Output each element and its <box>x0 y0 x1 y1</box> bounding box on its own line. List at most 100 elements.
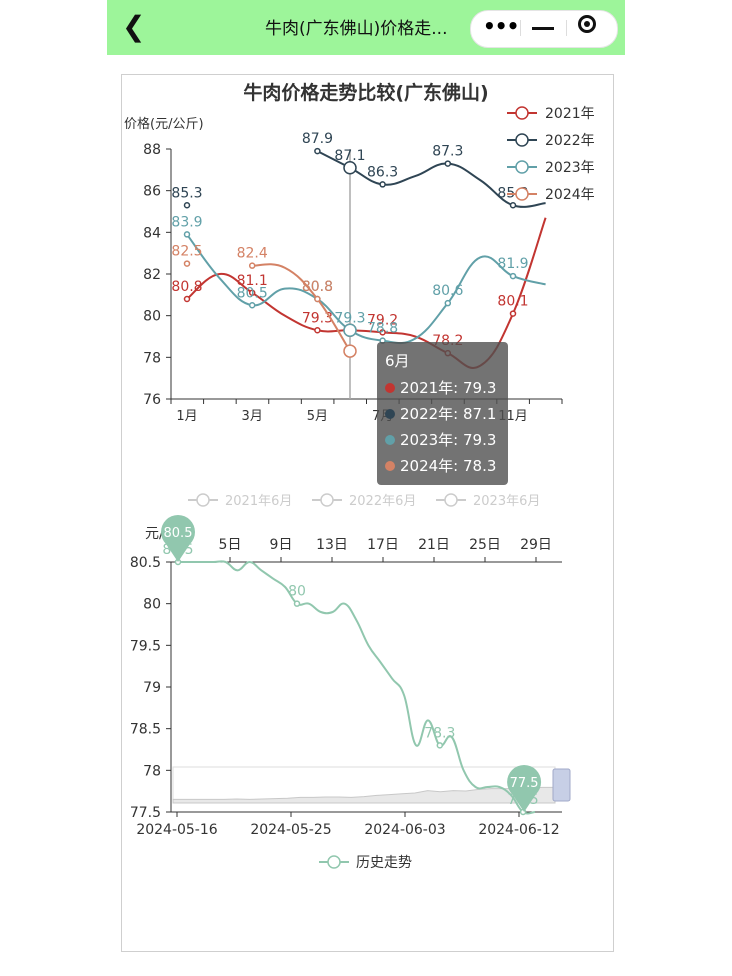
max-pin-label: 80.5 <box>164 526 193 541</box>
top-tick-label: 25日 <box>469 537 501 553</box>
close-target-icon[interactable] <box>578 15 596 33</box>
data-point <box>248 302 256 309</box>
legend-label: 历史走势 <box>356 855 412 871</box>
sub-legend-label: 2022年6月 <box>349 494 416 509</box>
y-tick-label: 88 <box>143 142 161 158</box>
data-point <box>183 295 191 303</box>
legend-label: 2021年 <box>545 106 595 122</box>
legend-marker <box>515 187 529 201</box>
top-tick-label: 13日 <box>316 537 348 553</box>
data-label: 82.4 <box>237 246 268 262</box>
y-tick-label: 78.5 <box>130 722 161 738</box>
legend-marker <box>515 106 529 120</box>
back-icon[interactable]: ❮ <box>122 10 146 43</box>
tooltip-marker <box>385 383 395 393</box>
data-point <box>183 260 191 267</box>
tooltip-box <box>377 342 508 485</box>
chart-title: 牛肉价格走势比较(广东佛山) <box>243 81 488 104</box>
series-line-2024 <box>252 263 351 352</box>
tooltip-marker <box>385 461 395 471</box>
y-tick-label: 84 <box>143 225 161 241</box>
y-axis-label: 元/ <box>145 526 164 542</box>
sub-legend-marker <box>196 493 210 507</box>
legend-marker <box>327 855 341 869</box>
top-tick-label: 21日 <box>418 537 450 553</box>
data-label: 80.8 <box>302 279 333 295</box>
capsule-divider <box>520 20 521 36</box>
tooltip-marker <box>385 435 395 445</box>
data-label: 87.9 <box>302 131 333 147</box>
data-label: 80 <box>288 584 306 600</box>
tooltip-title: 6月 <box>385 352 410 370</box>
data-point <box>293 600 301 607</box>
y-tick-label: 77.5 <box>130 805 161 821</box>
sub-legend-marker <box>320 493 334 507</box>
data-point <box>183 231 191 238</box>
sub-legend-label: 2023年6月 <box>473 494 540 509</box>
y-tick-label: 78 <box>143 350 161 366</box>
highlight-point <box>343 161 357 175</box>
more-icon[interactable]: ••• <box>483 14 519 38</box>
bottom-tick-label: 2024-05-25 <box>250 822 331 838</box>
bottom-tick-label: 2024-06-12 <box>478 822 559 838</box>
min-pin-label: 77.5 <box>510 776 539 791</box>
tooltip-row: 2021年: 79.3 <box>400 379 496 397</box>
top-tick-label: 29日 <box>520 537 552 553</box>
data-label: 80.8 <box>171 279 202 295</box>
data-point <box>248 262 256 269</box>
top-tick-label: 17日 <box>367 537 399 553</box>
highlight-point <box>343 344 357 358</box>
legend-label: 2023年 <box>545 160 595 176</box>
data-label: 87.1 <box>334 148 365 164</box>
data-label: 80.5 <box>237 285 268 301</box>
tooltip-row: 2023年: 79.3 <box>400 431 496 449</box>
data-point <box>509 310 517 317</box>
capsule-divider <box>566 20 567 36</box>
data-label: 87.3 <box>432 144 463 160</box>
data-label: 79.3 <box>334 310 365 326</box>
page-title: 牛肉(广东佛山)价格走... <box>265 19 448 39</box>
y-tick-label: 82 <box>143 267 161 283</box>
data-point <box>183 202 191 209</box>
data-label: 79.2 <box>367 312 398 328</box>
data-label: 85.3 <box>171 185 202 201</box>
data-point <box>509 202 517 209</box>
bottom-tick-label: 2024-06-03 <box>364 822 445 838</box>
y-tick-label: 80.5 <box>130 555 161 571</box>
legend-marker <box>515 160 529 174</box>
data-point <box>314 295 321 303</box>
data-point <box>314 327 321 334</box>
data-point <box>248 289 256 296</box>
sub-legend-marker <box>444 493 458 507</box>
data-point <box>444 299 452 307</box>
legend-label: 2022年 <box>545 133 595 149</box>
data-label: 81.9 <box>497 256 528 272</box>
top-tick-label: 5日 <box>219 537 242 553</box>
data-point <box>379 329 386 336</box>
data-point <box>314 147 321 155</box>
y-tick-label: 80 <box>143 597 161 613</box>
sub-legend-label: 2021年6月 <box>225 494 292 509</box>
chart-card <box>121 74 614 952</box>
tooltip-row: 2024年: 78.3 <box>400 457 496 475</box>
data-label: 79.3 <box>302 310 333 326</box>
datazoom-handle <box>552 768 571 802</box>
data-point <box>379 181 386 188</box>
minimize-icon[interactable] <box>532 27 554 30</box>
data-label: 83.9 <box>171 214 202 230</box>
data-label: 86.3 <box>367 164 398 180</box>
data-label: 80.6 <box>432 283 463 299</box>
x-tick-label: 1月 <box>176 409 197 424</box>
y-tick-label: 79 <box>143 680 161 696</box>
highlight-point <box>343 323 357 337</box>
data-label: 80.8 <box>302 279 333 295</box>
data-label: 81.1 <box>237 273 268 289</box>
top-tick-label: 9日 <box>270 537 293 553</box>
legend-marker <box>515 133 529 147</box>
data-label: 78.3 <box>424 725 455 741</box>
tooltip-marker <box>385 409 395 419</box>
tooltip-row: 2022年: 87.1 <box>400 405 496 423</box>
data-point <box>509 272 517 280</box>
data-point <box>436 742 444 749</box>
